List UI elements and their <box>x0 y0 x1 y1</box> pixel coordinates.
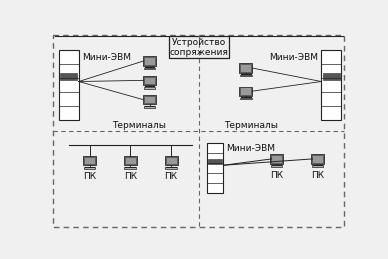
Bar <box>323 73 340 80</box>
Bar <box>144 96 155 103</box>
Text: Мини-ЭВМ: Мини-ЭВМ <box>226 144 275 153</box>
Bar <box>144 87 155 89</box>
Bar <box>166 157 177 164</box>
Bar <box>312 166 323 167</box>
Bar <box>165 167 177 169</box>
Bar <box>311 154 324 163</box>
Bar <box>125 167 136 169</box>
Bar <box>206 143 223 193</box>
Bar <box>144 77 155 84</box>
Bar <box>240 98 252 99</box>
Bar <box>125 157 136 164</box>
Bar <box>239 63 252 73</box>
Bar <box>239 87 252 96</box>
Bar <box>143 95 156 104</box>
Text: Терминалы: Терминалы <box>112 120 166 130</box>
Text: Мини-ЭВМ: Мини-ЭВМ <box>269 53 318 62</box>
Bar <box>208 159 222 164</box>
Bar <box>271 166 282 167</box>
Bar <box>270 154 283 163</box>
Bar <box>59 50 79 120</box>
Bar <box>143 76 156 85</box>
Bar <box>144 106 155 108</box>
Bar <box>60 73 77 80</box>
Bar <box>143 56 156 66</box>
Bar <box>83 156 96 165</box>
Text: Устройство
сопряжения: Устройство сопряжения <box>170 38 228 57</box>
Text: ПК: ПК <box>311 171 324 180</box>
Text: ПК: ПК <box>270 171 283 180</box>
Bar <box>144 57 155 65</box>
Bar <box>240 87 251 95</box>
Bar <box>84 157 95 164</box>
Bar <box>84 167 95 169</box>
Bar <box>169 37 229 58</box>
Bar <box>144 68 155 69</box>
Bar <box>240 64 251 72</box>
Bar <box>312 155 323 163</box>
Bar <box>240 75 252 76</box>
Text: ПК: ПК <box>83 172 96 182</box>
Text: Терминалы: Терминалы <box>224 120 278 130</box>
Bar <box>271 155 282 163</box>
Text: ПК: ПК <box>165 172 178 182</box>
Bar <box>124 156 137 165</box>
Text: Мини-ЭВМ: Мини-ЭВМ <box>82 53 131 62</box>
Text: ПК: ПК <box>124 172 137 182</box>
Bar <box>165 156 178 165</box>
Bar <box>321 50 341 120</box>
